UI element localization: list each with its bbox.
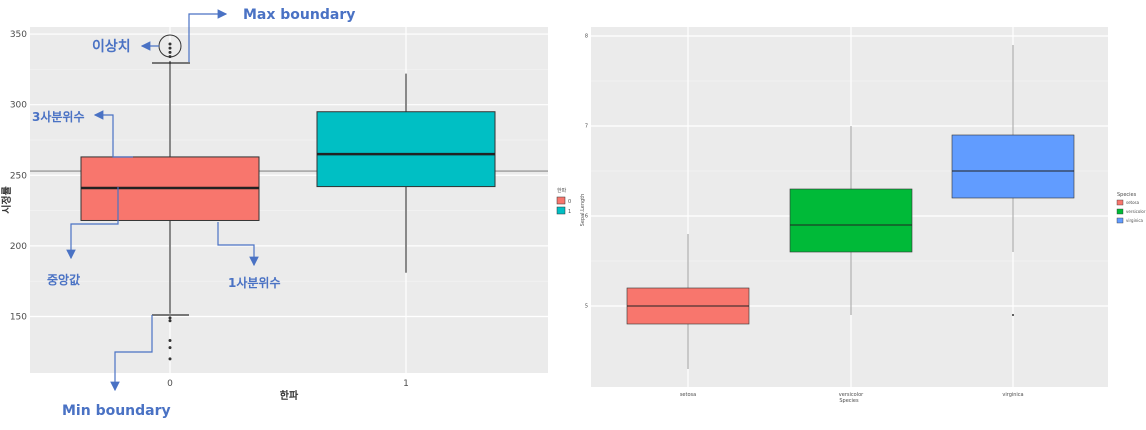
right-legend-title: Species — [1117, 192, 1137, 198]
median-label: 중앙값 — [47, 273, 80, 287]
left-y-tick-label: 150 — [10, 313, 27, 323]
right-legend: Species setosa versicolor virginica — [1116, 192, 1146, 224]
q1-label: 1사분위수 — [228, 275, 281, 290]
left-box-0 — [80, 42, 260, 361]
left-y-tick-label: 250 — [10, 171, 27, 181]
median-arrow — [66, 187, 119, 260]
right-legend-label-2: virginica — [1126, 218, 1144, 223]
left-y-tick-label: 350 — [10, 30, 27, 40]
right-box-versicolor — [789, 126, 913, 315]
right-legend-key-0 — [1116, 199, 1124, 206]
max-boundary-arrow — [188, 9, 228, 62]
right-iqr-box — [789, 188, 913, 253]
left-legend-key-0 — [556, 196, 566, 205]
left-outlier-point — [168, 319, 172, 323]
q1-arrow — [217, 222, 259, 267]
left-y-tick-label: 300 — [10, 101, 27, 111]
left-legend-title: 한파 — [557, 187, 567, 194]
left-outlier-point — [168, 46, 172, 50]
right-legend-label-0: setosa — [1126, 200, 1140, 205]
left-legend-label-1: 1 — [568, 209, 571, 215]
right-x-tick-label: versicolor — [839, 392, 864, 398]
max-boundary-label: Max boundary — [243, 7, 355, 23]
left-iqr-box — [316, 111, 496, 188]
outlier-label: 이상치 — [92, 38, 131, 55]
left-box-1 — [316, 73, 496, 273]
left-outlier-point — [168, 50, 172, 54]
right-x-tick-label: virginica — [1002, 392, 1023, 398]
right-box-virginica — [951, 45, 1075, 316]
q3-label: 3사분위수 — [32, 109, 85, 124]
right-y-tick-label: 6 — [585, 214, 588, 220]
left-outlier-point — [168, 316, 172, 320]
right-box-setosa — [626, 234, 750, 369]
q3-arrow — [93, 110, 133, 158]
left-outlier-point — [168, 339, 172, 343]
right-y-tick-label: 7 — [585, 124, 588, 130]
min-boundary-arrow — [110, 315, 153, 392]
left-annotations: Max boundary 이상치 3사분위수 중앙값 1사분위수 Min bou… — [32, 7, 355, 419]
right-legend-label-1: versicolor — [1126, 209, 1146, 214]
min-boundary-label: Min boundary — [62, 403, 171, 419]
right-y-tick-label: 5 — [585, 304, 588, 310]
left-legend: 한파 0 1 — [556, 187, 571, 215]
right-y-axis-title: Sepal.Length — [580, 194, 586, 227]
right-legend-key-1 — [1116, 208, 1124, 215]
right-iqr-box — [951, 134, 1075, 199]
left-outlier-point — [168, 357, 172, 361]
right-x-tick-label: setosa — [680, 392, 696, 398]
left-x-axis-title: 한파 — [280, 389, 299, 402]
right-y-tick-label: 8 — [585, 34, 588, 40]
right-outlier-point — [1012, 314, 1014, 316]
right-legend-key-2 — [1116, 217, 1124, 224]
left-x-tick-label: 0 — [167, 379, 173, 389]
left-outlier-point — [168, 346, 172, 350]
left-legend-label-0: 0 — [568, 199, 571, 205]
left-x-tick-label: 1 — [403, 379, 409, 389]
left-y-axis-title: 시정률 — [0, 186, 13, 214]
left-y-tick-label: 200 — [10, 242, 27, 252]
left-outlier-point — [168, 42, 172, 46]
right-x-axis-title: Species — [839, 398, 859, 404]
left-legend-key-1 — [556, 206, 566, 215]
